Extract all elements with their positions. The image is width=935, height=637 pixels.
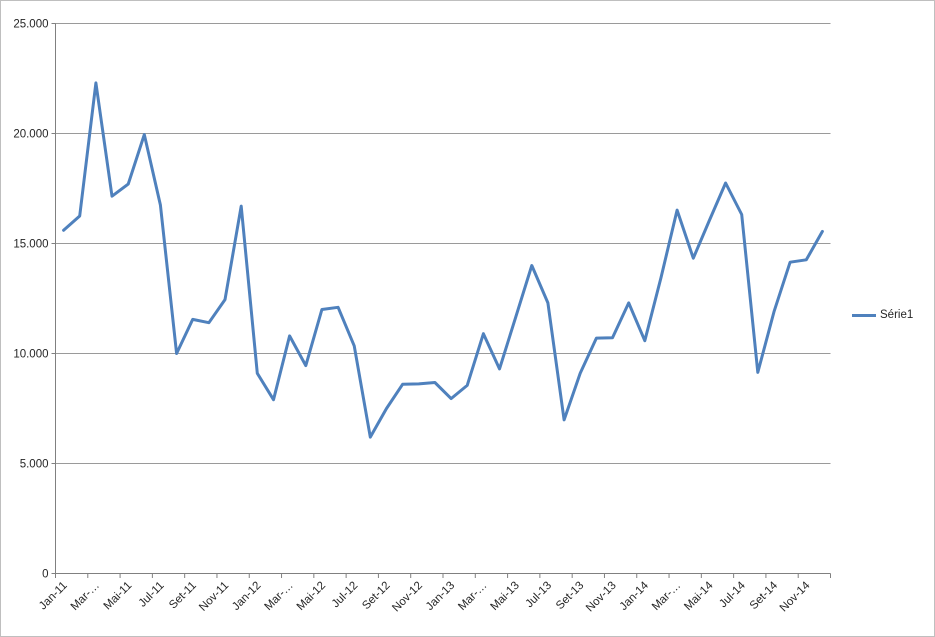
x-axis-label: Jan-14 xyxy=(618,579,652,613)
y-axis-label: 10.000 xyxy=(13,349,48,361)
x-axis-label: Set-13 xyxy=(554,580,586,612)
x-axis-label: Nov-14 xyxy=(778,579,813,614)
x-axis-label: Mar-… xyxy=(69,580,102,613)
x-axis-label: Nov-11 xyxy=(197,580,231,614)
x-axis-label: Jan-12 xyxy=(230,580,263,613)
series-line[interactable] xyxy=(62,81,824,439)
x-axis-label: Jul-14 xyxy=(717,579,748,610)
legend[interactable]: Série1 xyxy=(852,309,913,321)
x-axis-label: Jul-13 xyxy=(524,580,555,611)
legend-series-label: Série1 xyxy=(880,309,914,321)
y-axis-label: 20.000 xyxy=(13,129,48,141)
x-axis-label: Jan-11 xyxy=(37,580,70,613)
x-axis-label: Mai-11 xyxy=(102,580,135,613)
x-axis-label: Set-14 xyxy=(748,579,781,612)
x-axis-label: Set-11 xyxy=(167,580,199,612)
y-axis-label: 25.000 xyxy=(13,19,48,31)
x-axis-label: Nov-13 xyxy=(584,580,619,615)
x-axis-label: Mai-14 xyxy=(682,579,716,613)
x-axis-label: Jan-13 xyxy=(424,580,457,613)
x-axis-label: Set-12 xyxy=(360,580,392,612)
y-axis-label: 15.000 xyxy=(13,239,48,251)
x-axis-label: Nov-12 xyxy=(390,580,425,615)
legend-line-swatch xyxy=(852,313,876,317)
x-axis-label: Mai-13 xyxy=(489,580,522,613)
x-axis-label: Jul-11 xyxy=(137,580,167,610)
y-axis-label: 5.000 xyxy=(20,459,49,471)
x-axis-label: Mai-12 xyxy=(295,580,328,613)
x-axis-label: Mar-… xyxy=(456,580,489,613)
y-axis-label: 0 xyxy=(42,569,48,581)
x-axis-label: Jul-12 xyxy=(330,580,361,611)
x-axis-label: Mar-… xyxy=(262,580,295,613)
x-axis-label: Mar-… xyxy=(650,580,683,613)
